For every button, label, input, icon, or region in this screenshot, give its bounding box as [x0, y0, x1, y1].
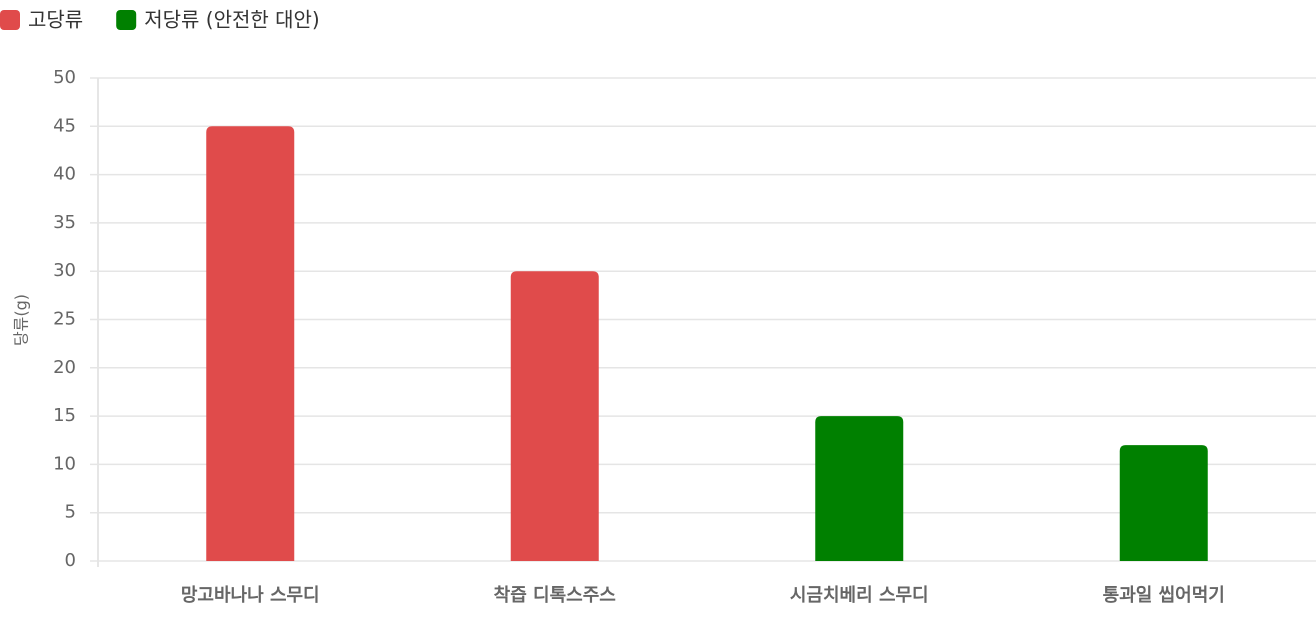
y-tick-label: 40 — [53, 164, 76, 185]
y-tick-label: 0 — [65, 550, 76, 571]
y-tick-label: 50 — [53, 67, 76, 88]
legend-label: 저당류 (안전한 대안) — [144, 8, 320, 32]
bar — [1119, 445, 1208, 561]
bar — [510, 271, 599, 561]
y-axis-label: 당류(g) — [12, 294, 31, 346]
legend-label: 고당류 — [28, 8, 83, 32]
y-tick-label: 10 — [53, 453, 76, 474]
y-tick-label: 25 — [53, 309, 76, 330]
x-tick-label: 시금치베리 스무디 — [790, 585, 929, 606]
legend-swatch — [116, 10, 137, 30]
y-tick-label: 5 — [65, 502, 76, 523]
y-tick-label: 45 — [53, 115, 76, 136]
y-tick-label: 15 — [53, 405, 76, 426]
y-tick-label: 20 — [53, 357, 76, 378]
x-tick-label: 착즙 디톡스주스 — [494, 585, 616, 606]
bar — [815, 416, 904, 561]
x-tick-label: 통과일 씹어먹기 — [1103, 585, 1225, 606]
bar — [206, 126, 295, 562]
legend-swatch — [0, 10, 20, 30]
y-tick-label: 30 — [53, 260, 76, 281]
x-tick-label: 망고바나나 스무디 — [181, 585, 320, 606]
y-tick-label: 35 — [53, 212, 76, 233]
